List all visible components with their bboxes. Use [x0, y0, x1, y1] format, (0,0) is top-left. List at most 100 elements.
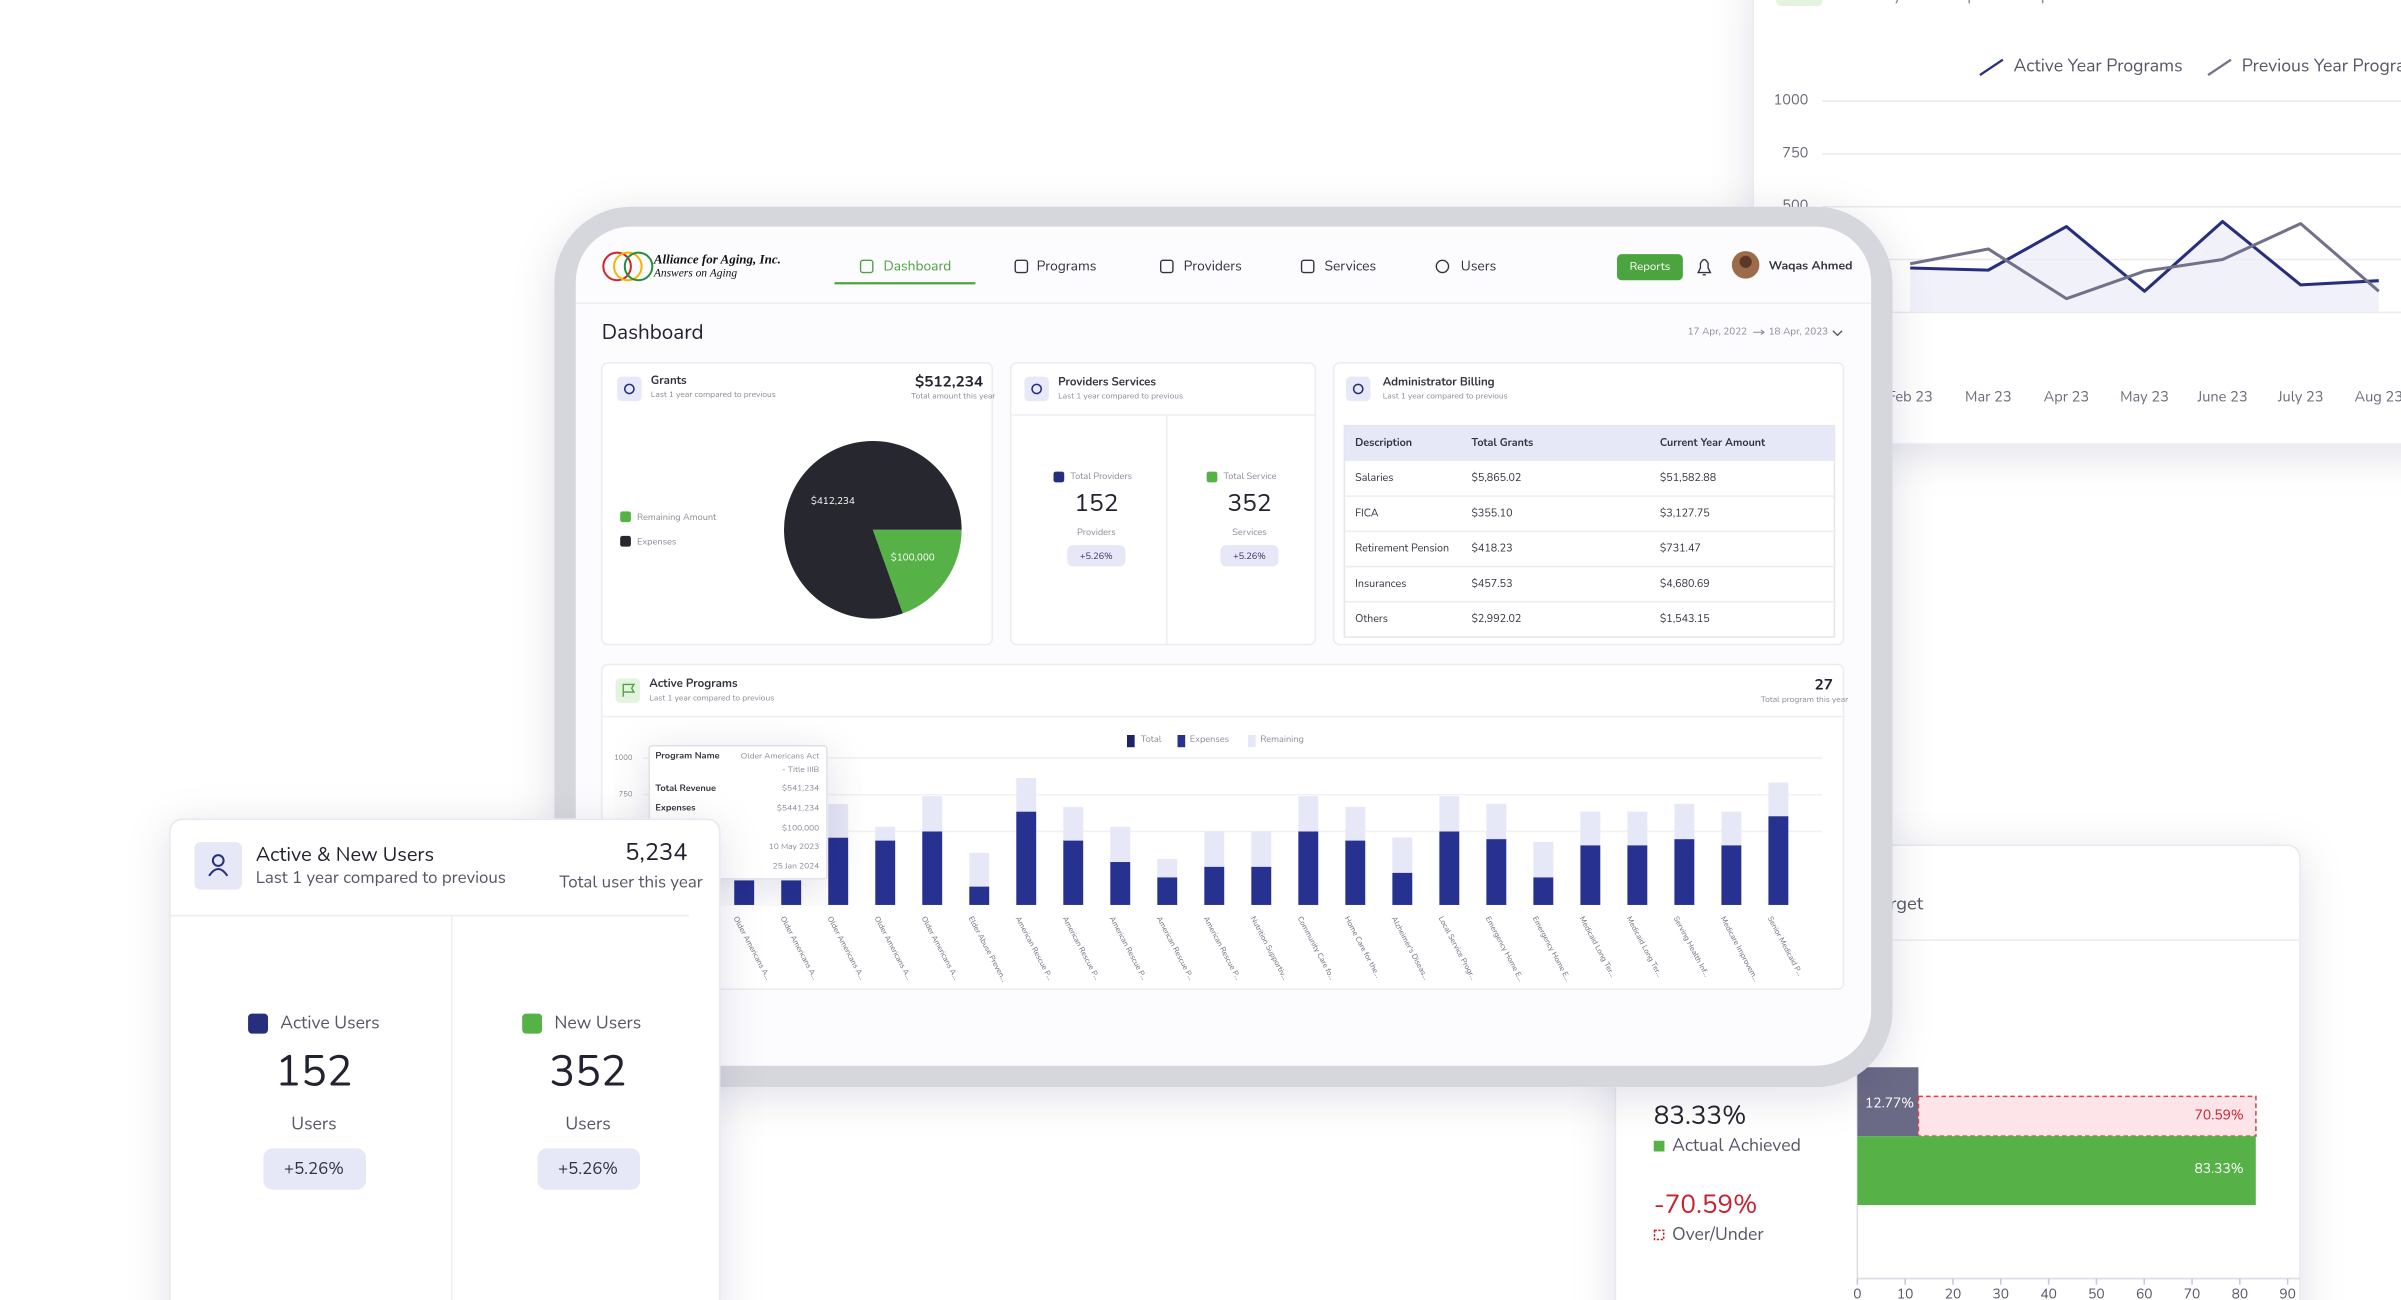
table-cell: $457.53	[1472, 576, 1513, 591]
card-title: Providers Services	[1058, 375, 1156, 391]
bar	[1439, 831, 1460, 905]
tooltip-label: Expenses	[655, 803, 696, 815]
nav-item[interactable]: Programs	[1037, 257, 1097, 276]
bar	[1392, 872, 1413, 905]
legend-label: Expenses	[637, 536, 676, 548]
nav-icon	[1300, 259, 1315, 274]
tooltip-value: $5441,234	[777, 802, 819, 814]
stat-value: 352	[549, 1043, 626, 1101]
x-tick-label: Mar 23	[1965, 388, 2012, 408]
bar	[1157, 877, 1178, 905]
bar	[1533, 842, 1554, 878]
nav-icon	[1159, 259, 1174, 274]
reports-button[interactable]	[1616, 254, 1683, 281]
bar	[1110, 862, 1131, 905]
legend-swatch	[1247, 734, 1256, 748]
tooltip-value: $100,000	[782, 821, 819, 833]
pie-slice	[872, 529, 962, 614]
legend-swatch	[248, 1013, 268, 1034]
bar	[1110, 826, 1131, 863]
nav-item[interactable]: Users	[1461, 257, 1496, 276]
table-header: Current Year Amount	[1660, 435, 1766, 450]
page-title: Dashboard	[602, 319, 704, 347]
bar	[1580, 845, 1601, 905]
legend-swatch	[1979, 58, 2004, 76]
bar	[1016, 777, 1037, 812]
line	[1910, 219, 2379, 293]
notification-bell[interactable]	[1697, 258, 1712, 276]
table-cell: $5,865.02	[1472, 470, 1522, 485]
legend-label: Total	[1140, 734, 1162, 746]
legend-label: Remaining	[1260, 734, 1304, 746]
legend-label: Expenses	[1190, 734, 1229, 746]
card-icon-glyph	[622, 683, 636, 697]
bar	[1857, 1067, 1919, 1137]
logo-ring	[623, 251, 654, 282]
logo-title: Alliance for Aging, Inc.	[653, 251, 781, 266]
y-tick-label: 1000	[1774, 91, 1809, 111]
card	[1009, 362, 1317, 646]
table-cell: $4,680.69	[1660, 576, 1710, 591]
nav-item[interactable]: Providers	[1184, 257, 1242, 276]
card-icon	[617, 376, 642, 402]
table-cell: Retirement Pension	[1355, 541, 1449, 556]
logo-ring	[602, 251, 632, 282]
legend-swatch	[1653, 1229, 1665, 1241]
bar	[875, 840, 896, 905]
card-subtitle: Last 1 year compared to previous	[1058, 390, 1183, 402]
stat-value: 352	[1227, 486, 1271, 520]
x-tick-label: 50	[2088, 1285, 2105, 1300]
card-subtitle: Last 1 year compared to previous	[1383, 390, 1508, 402]
bar	[1204, 866, 1225, 905]
bar	[922, 796, 943, 832]
stat-change: +5.26%	[284, 1157, 344, 1180]
stat-unit: Users	[565, 1113, 610, 1137]
data-label: 12.77%	[1865, 1093, 1914, 1112]
card-subtitle: Last 1 year compared to previous	[651, 388, 776, 400]
bar	[1857, 1136, 2256, 1206]
card-subtitle: Last 1 year compared to previous	[256, 866, 506, 889]
stat-label: Over/Under	[1672, 1223, 1764, 1247]
legend-label: Remaining Amount	[637, 512, 717, 524]
table-cell: FICA	[1355, 505, 1379, 520]
nav-item[interactable]: Services	[1325, 257, 1377, 276]
card-icon-glyph	[211, 854, 225, 867]
bar	[1063, 840, 1084, 905]
x-tick-label: 70	[2184, 1285, 2201, 1300]
x-tick-label: 60	[2136, 1285, 2153, 1300]
card-total: 27	[1815, 676, 1833, 696]
table-cell: $731.47	[1660, 541, 1701, 556]
card-subtitle: Last 1 year compared to previous	[649, 691, 774, 703]
bar	[734, 880, 755, 905]
x-tick-label: May 23	[2120, 388, 2169, 408]
x-tick-label: July 23	[2277, 388, 2324, 408]
change-pill	[263, 1148, 366, 1190]
card-title: Active & New Users	[256, 842, 434, 869]
card-total: $512,234	[915, 373, 983, 393]
bar	[1627, 811, 1648, 846]
x-tick-label: 40	[2040, 1285, 2057, 1300]
card-title: Active Programs	[649, 676, 738, 692]
x-tick-label: 0	[1853, 1285, 1861, 1300]
bar	[1721, 811, 1742, 846]
nav-item[interactable]: Dashboard	[884, 257, 952, 276]
card-icon-glyph	[208, 867, 229, 877]
stat-value: 152	[275, 1043, 352, 1101]
bar	[1392, 837, 1413, 873]
stat-change: +5.26%	[1233, 551, 1266, 563]
logo-ring	[613, 251, 643, 282]
badge	[1776, 0, 1823, 7]
card-icon-glyph	[1031, 383, 1043, 395]
legend-swatch	[2207, 58, 2232, 76]
legend-swatch	[1653, 1140, 1665, 1152]
slice-label: $100,000	[891, 550, 935, 564]
x-tick-label: 30	[1993, 1285, 2010, 1300]
table-cell: $2,992.02	[1472, 611, 1522, 626]
change-pill	[537, 1148, 641, 1190]
logo-tagline: Answers on Aging	[653, 268, 738, 280]
card-icon	[1345, 376, 1371, 402]
card-total-caption: Total program this year	[1760, 693, 1848, 705]
table-header: Description	[1355, 435, 1412, 450]
bar	[1298, 796, 1319, 832]
card-title: Grants	[651, 373, 687, 389]
